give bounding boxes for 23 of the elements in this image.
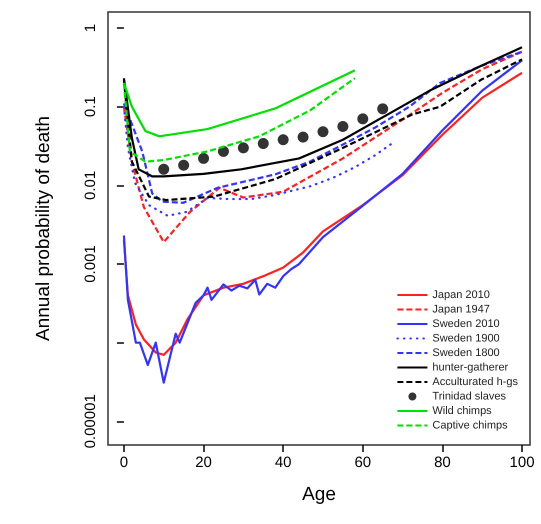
x-axis-title: Age <box>302 484 336 505</box>
x-tick-label: 100 <box>510 454 535 471</box>
legend-label: hunter-gatherer <box>432 362 509 374</box>
y-tick-label: 0.00001 <box>82 394 99 448</box>
x-tick-label: 60 <box>354 454 372 471</box>
y-tick-label: 0.01 <box>82 170 99 200</box>
x-tick-label: 20 <box>195 454 212 471</box>
legend-label: Japan 2010 <box>432 289 490 301</box>
legend-label: Sweden 2010 <box>432 318 500 330</box>
legend-label: Wild chimps <box>432 405 492 417</box>
x-tick-label: 40 <box>274 454 292 471</box>
y-tick-label: 0.1 <box>82 96 99 118</box>
legend-label: Captive chimps <box>432 420 508 432</box>
y-axis-title: Annual probability of death <box>33 116 54 341</box>
legend-label: Sweden 1800 <box>432 347 500 359</box>
y-tick-label: 1 <box>82 24 99 32</box>
legend-label: Japan 1947 <box>432 304 490 316</box>
legend-label: Trinidad slaves <box>432 390 506 402</box>
y-tick-label: 0.001 <box>82 245 99 283</box>
x-tick-label: 0 <box>120 454 128 471</box>
legend-label: Acculturated h-gs <box>432 376 518 388</box>
x-tick-label: 80 <box>434 454 451 471</box>
legend-label: Sweden 1900 <box>432 332 500 344</box>
